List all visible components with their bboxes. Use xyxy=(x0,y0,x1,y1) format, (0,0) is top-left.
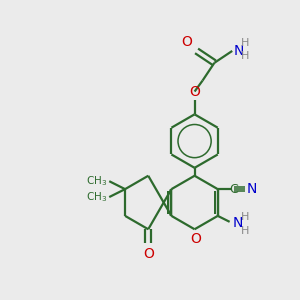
Text: O: O xyxy=(190,232,201,246)
Text: N: N xyxy=(247,182,257,196)
Text: H: H xyxy=(241,226,249,236)
Text: O: O xyxy=(189,85,200,100)
Text: CH$_3$: CH$_3$ xyxy=(86,174,107,188)
Text: H: H xyxy=(241,51,250,61)
Text: N: N xyxy=(233,44,244,58)
Text: O: O xyxy=(182,35,193,49)
Text: C: C xyxy=(229,183,238,196)
Text: H: H xyxy=(241,212,249,222)
Text: O: O xyxy=(143,247,154,261)
Text: N: N xyxy=(232,216,243,230)
Text: H: H xyxy=(241,38,250,48)
Text: CH$_3$: CH$_3$ xyxy=(86,190,107,204)
